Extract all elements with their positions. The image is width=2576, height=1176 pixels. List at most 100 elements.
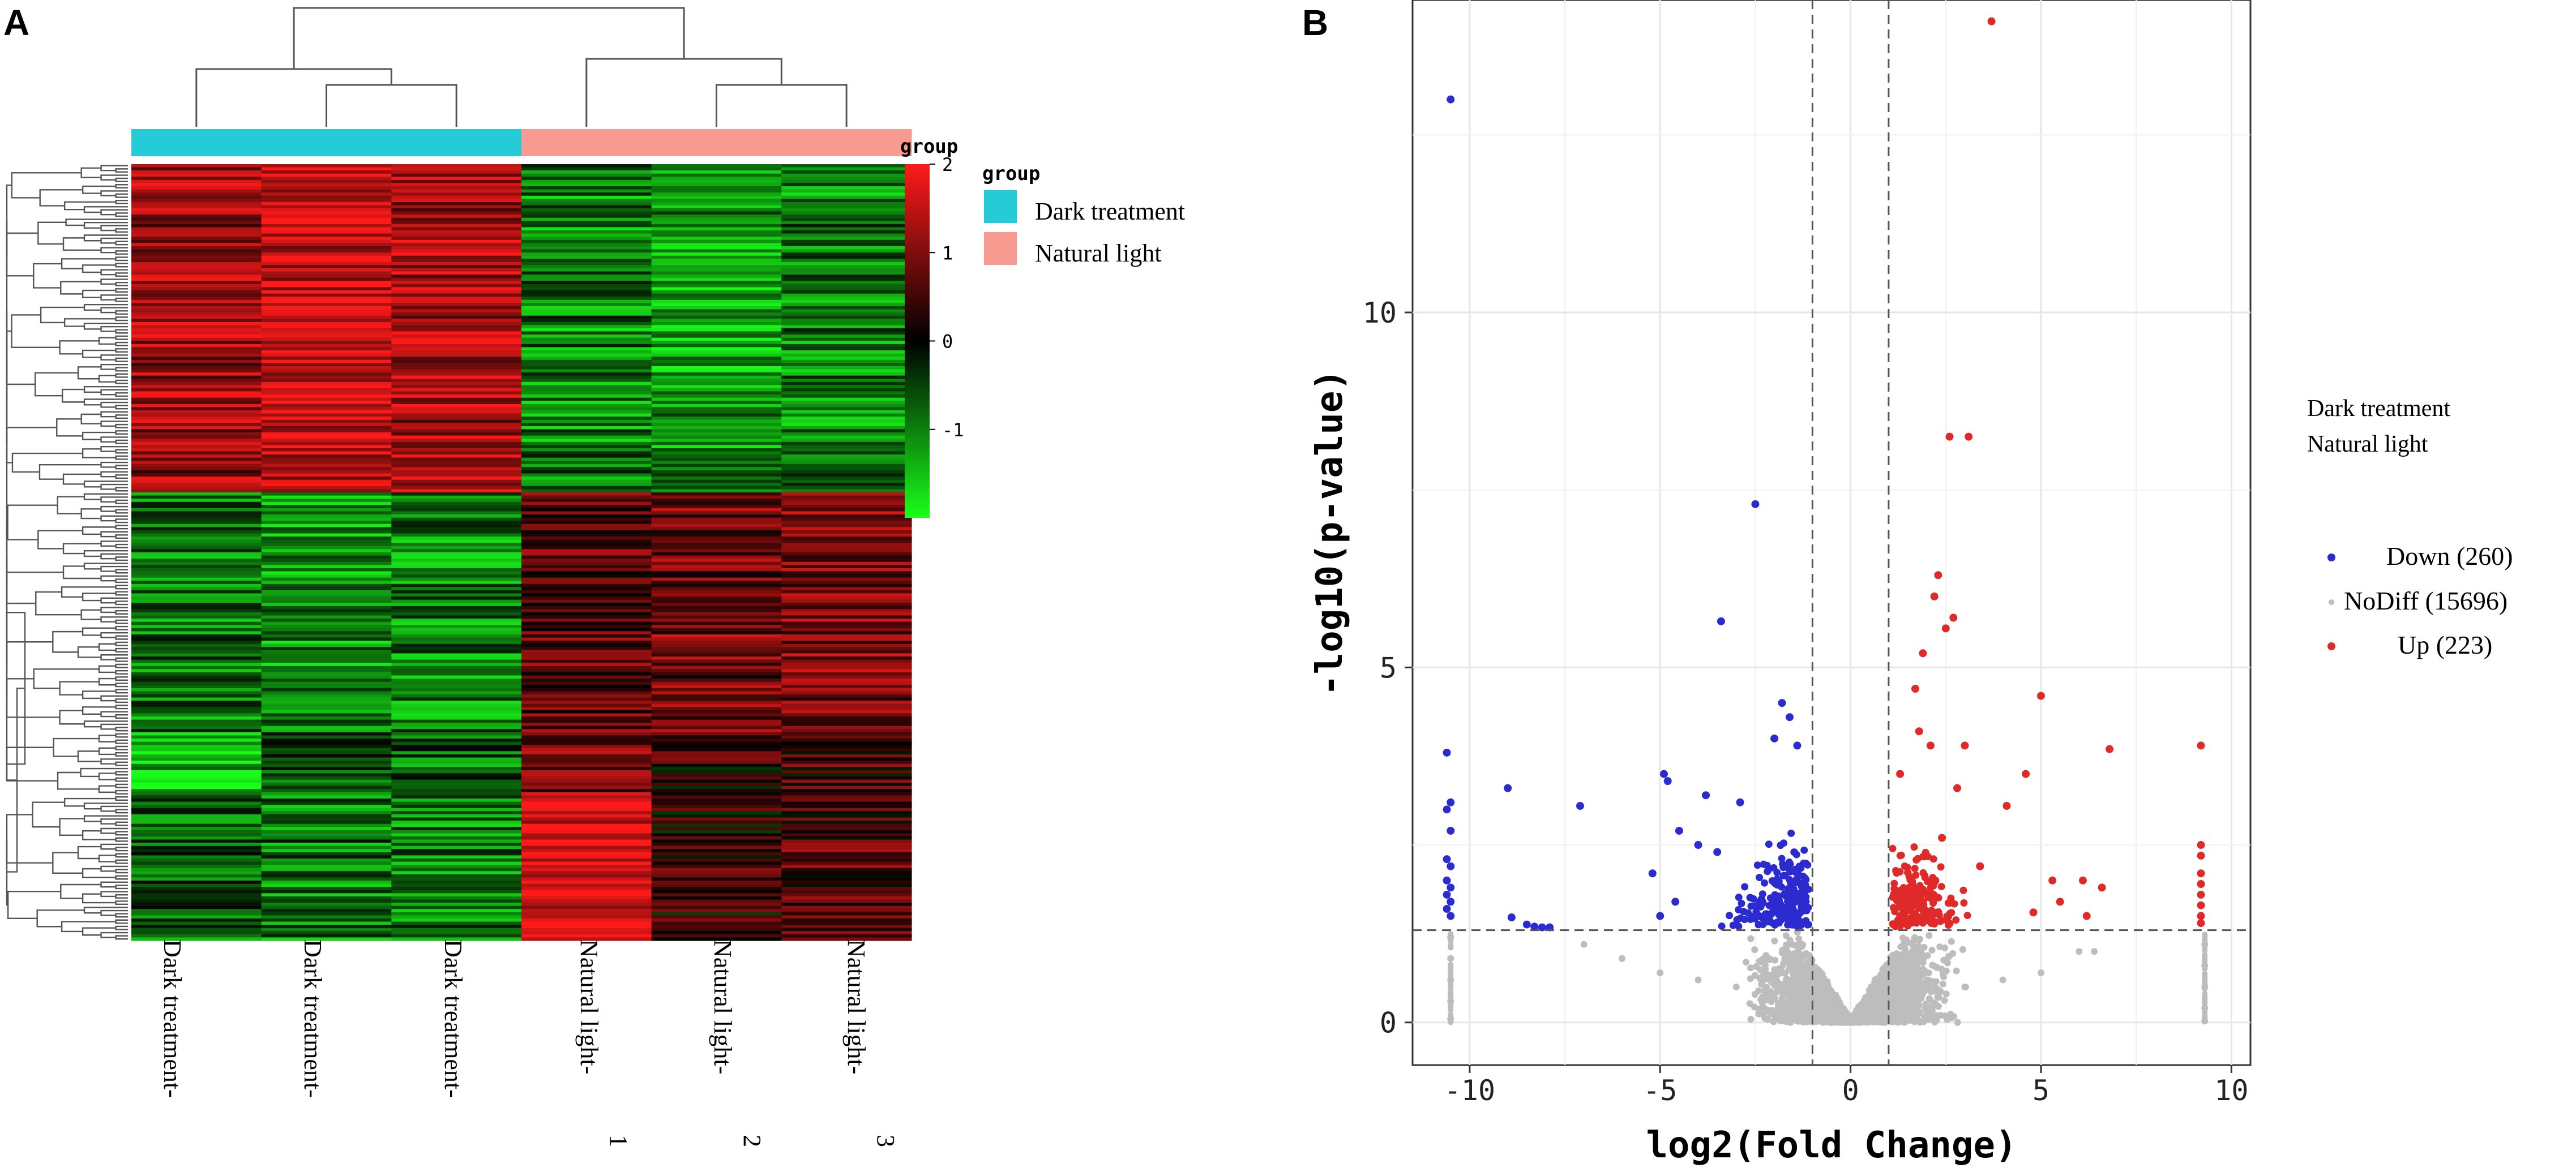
heatmap-cell [261, 321, 392, 326]
point-nodiff [1746, 1000, 1753, 1007]
row-dendrogram-branch [100, 401, 128, 408]
heatmap-cell [131, 511, 262, 515]
point-nodiff [1934, 993, 1941, 1001]
heatmap-cell [131, 893, 262, 897]
heatmap-cell [261, 312, 392, 316]
heatmap-cell [781, 211, 912, 215]
point-nodiff [1771, 937, 1778, 945]
heatmap-cell [651, 726, 782, 729]
heatmap-cell [521, 641, 652, 645]
heatmap-cell [781, 189, 912, 193]
heatmap-cell [781, 243, 912, 247]
heatmap-cell [131, 173, 262, 177]
heatmap-cell [131, 271, 262, 275]
row-dendrogram-branch [98, 735, 116, 742]
heatmap-cell [781, 761, 912, 765]
point-down [1765, 902, 1773, 909]
point-nodiff [1931, 984, 1939, 991]
row-dendrogram-branch [115, 619, 128, 624]
point-nodiff [1902, 954, 1909, 961]
heatmap-cell [131, 321, 262, 326]
heatmap-cell [521, 227, 652, 231]
heatmap-cell [521, 426, 652, 430]
heatmap-cell [521, 849, 652, 853]
heatmap-cell [261, 865, 392, 869]
heatmap-cell [131, 634, 262, 638]
heatmap-cell [261, 789, 392, 793]
heatmap-cell [651, 631, 782, 635]
heatmap-cell [131, 381, 262, 386]
heatmap-cell [521, 505, 652, 509]
point-nodiff [1796, 966, 1803, 973]
heatmap-cell [391, 271, 522, 275]
heatmap-cell [261, 391, 392, 395]
heatmap-cell [781, 499, 912, 503]
heatmap-cell [131, 716, 262, 720]
heatmap-cell [521, 265, 652, 269]
point-nodiff [2202, 976, 2208, 982]
heatmap-cell [781, 299, 912, 303]
heatmap-cell [651, 836, 782, 840]
row-dendrogram-branch [59, 681, 100, 696]
heatmap-cell [131, 306, 262, 310]
point-down [1804, 904, 1812, 912]
row-dendrogram-branch [11, 314, 60, 349]
heatmap-cell [781, 663, 912, 667]
group-legend-title: group [982, 162, 1040, 185]
heatmap-cell [261, 650, 392, 654]
heatmap-cell [651, 183, 782, 187]
heatmap-cell [521, 183, 652, 187]
row-dendrogram-branch [6, 814, 53, 864]
heatmap-cell [131, 688, 262, 692]
heatmap-cell [131, 454, 262, 458]
heatmap-cell [781, 805, 912, 809]
point-down [1751, 915, 1759, 923]
row-dendrogram-branch [100, 616, 128, 623]
heatmap-cell [781, 726, 912, 729]
heatmap-cell [521, 571, 652, 575]
row-dendrogram-branch [115, 316, 128, 321]
heatmap-cell [521, 694, 652, 698]
point-nodiff [1757, 996, 1765, 1003]
point-up [1927, 919, 1935, 927]
heatmap-cell [261, 905, 392, 909]
row-dendrogram-branch [35, 591, 82, 616]
row-dendrogram-branch [80, 609, 101, 620]
heatmap-cell [521, 334, 652, 338]
heatmap-cell [651, 281, 782, 285]
heatmap-cell [651, 596, 782, 600]
heatmap-cell [261, 439, 392, 443]
heatmap-cell [391, 227, 522, 231]
heatmap-cell [651, 303, 782, 307]
heatmap-cell [521, 691, 652, 695]
heatmap-cell [651, 214, 782, 218]
heatmap-cell [261, 656, 392, 660]
heatmap-cell [131, 293, 262, 297]
heatmap-cell [131, 435, 262, 439]
heatmap-cell [521, 331, 652, 335]
heatmap-cell [521, 499, 652, 503]
heatmap-cell [651, 508, 782, 512]
point-nodiff [1920, 943, 1928, 951]
heatmap-cell [391, 306, 522, 310]
point-nodiff [2202, 956, 2208, 962]
heatmap-cell [261, 243, 392, 247]
heatmap-cell [521, 681, 652, 685]
heatmap-cell [651, 505, 782, 509]
heatmap-cell [391, 543, 522, 547]
point-nodiff [1916, 935, 1924, 943]
point-nodiff [1786, 1001, 1793, 1008]
heatmap-cell [391, 451, 522, 455]
heatmap-cell [261, 325, 392, 329]
heatmap-cell [781, 887, 912, 891]
heatmap-cell [391, 287, 522, 291]
point-up [1892, 866, 1900, 874]
heatmap-cell [781, 281, 912, 285]
heatmap-cell [521, 817, 652, 821]
point-down [1729, 921, 1737, 929]
point-up [1961, 741, 1969, 750]
row-dendrogram-branch [100, 932, 128, 938]
heatmap-cell [391, 432, 522, 436]
heatmap-cell [131, 672, 262, 676]
point-nodiff [1782, 985, 1790, 992]
